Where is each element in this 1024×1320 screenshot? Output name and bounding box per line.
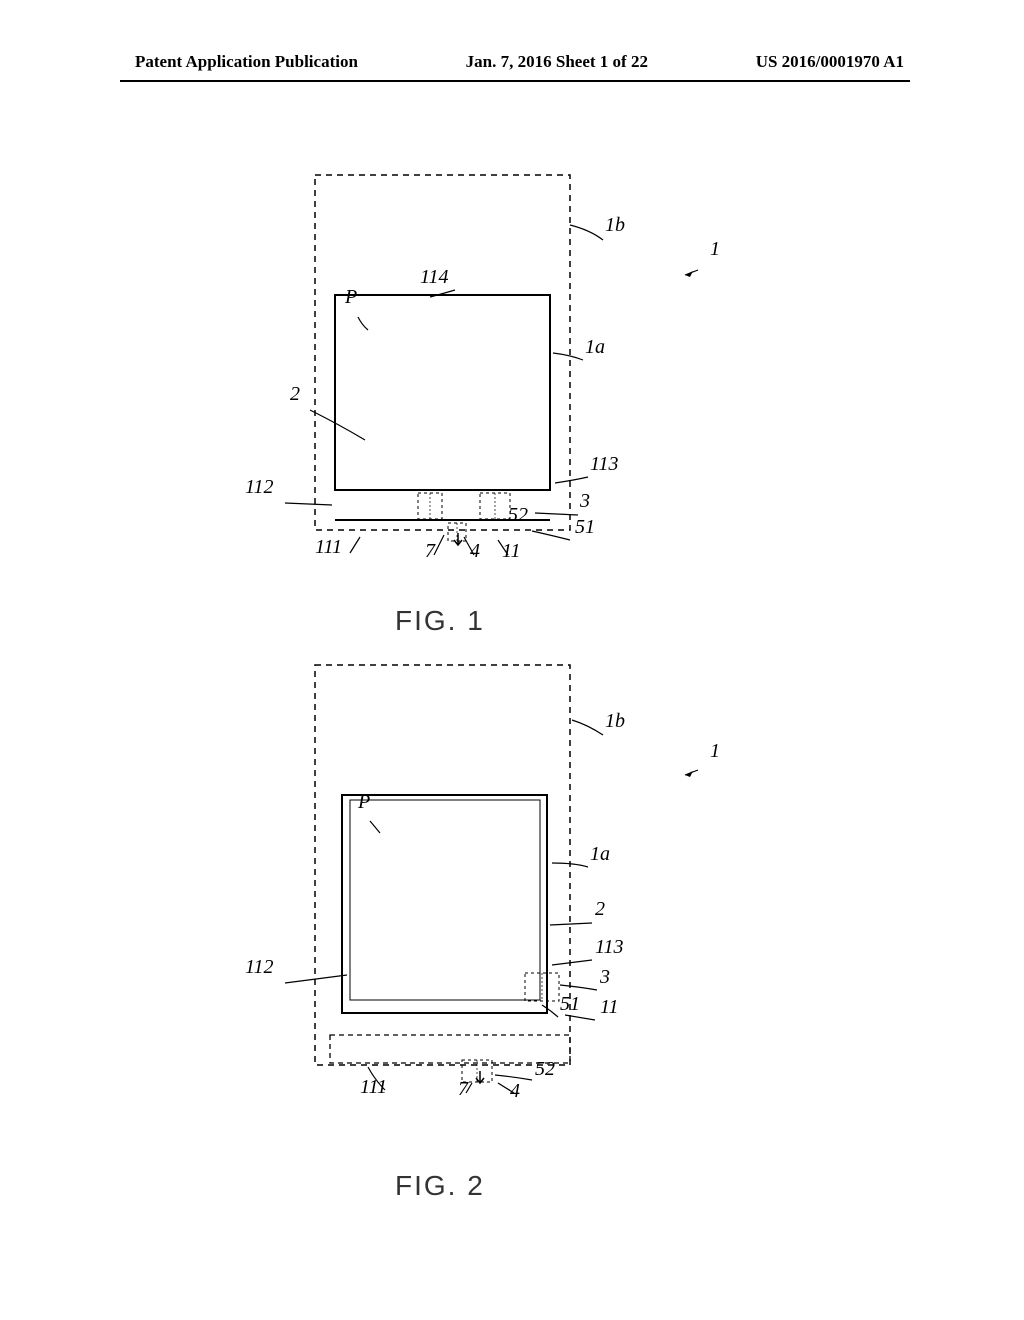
svg-text:112: 112 — [245, 956, 274, 978]
header-divider — [120, 80, 910, 82]
svg-text:113: 113 — [595, 936, 624, 958]
figure-1-drawing: 1b1114P1a2113112352511117411 — [270, 175, 770, 615]
svg-text:11: 11 — [600, 996, 619, 1018]
figure-1: 1b1114P1a2113112352511117411 — [270, 175, 730, 635]
svg-text:1b: 1b — [605, 214, 625, 236]
svg-text:111: 111 — [360, 1076, 387, 1098]
svg-text:111: 111 — [315, 536, 342, 558]
svg-text:51: 51 — [560, 993, 580, 1015]
fig2-label: FIG. 2 — [395, 1170, 485, 1202]
svg-text:1b: 1b — [605, 710, 625, 732]
svg-text:51: 51 — [575, 516, 595, 538]
svg-text:4: 4 — [510, 1080, 520, 1102]
svg-text:52: 52 — [508, 504, 528, 526]
svg-text:4: 4 — [470, 540, 480, 562]
fig1-label: FIG. 1 — [395, 605, 485, 637]
svg-text:3: 3 — [579, 490, 590, 512]
figure-2-drawing: 1b1P1a2113112351115211174 — [270, 665, 770, 1145]
svg-text:1a: 1a — [585, 336, 605, 358]
figure-2: 1b1P1a2113112351115211174 — [270, 665, 730, 1165]
svg-text:112: 112 — [245, 476, 274, 498]
svg-text:P: P — [357, 791, 370, 813]
svg-text:P: P — [344, 286, 357, 308]
svg-text:1: 1 — [710, 238, 720, 260]
svg-text:7: 7 — [458, 1078, 469, 1100]
header-left: Patent Application Publication — [135, 52, 358, 72]
svg-text:114: 114 — [420, 266, 449, 288]
svg-text:2: 2 — [595, 898, 605, 920]
page-header: Patent Application Publication Jan. 7, 2… — [0, 52, 1024, 72]
svg-text:1a: 1a — [590, 843, 610, 865]
svg-text:1: 1 — [710, 740, 720, 762]
header-center: Jan. 7, 2016 Sheet 1 of 22 — [466, 52, 648, 72]
svg-text:2: 2 — [290, 383, 300, 405]
svg-text:11: 11 — [502, 540, 521, 562]
svg-text:3: 3 — [599, 966, 610, 988]
svg-text:7: 7 — [425, 540, 436, 562]
header-right: US 2016/0001970 A1 — [756, 52, 904, 72]
svg-text:113: 113 — [590, 453, 619, 475]
svg-text:52: 52 — [535, 1058, 555, 1080]
